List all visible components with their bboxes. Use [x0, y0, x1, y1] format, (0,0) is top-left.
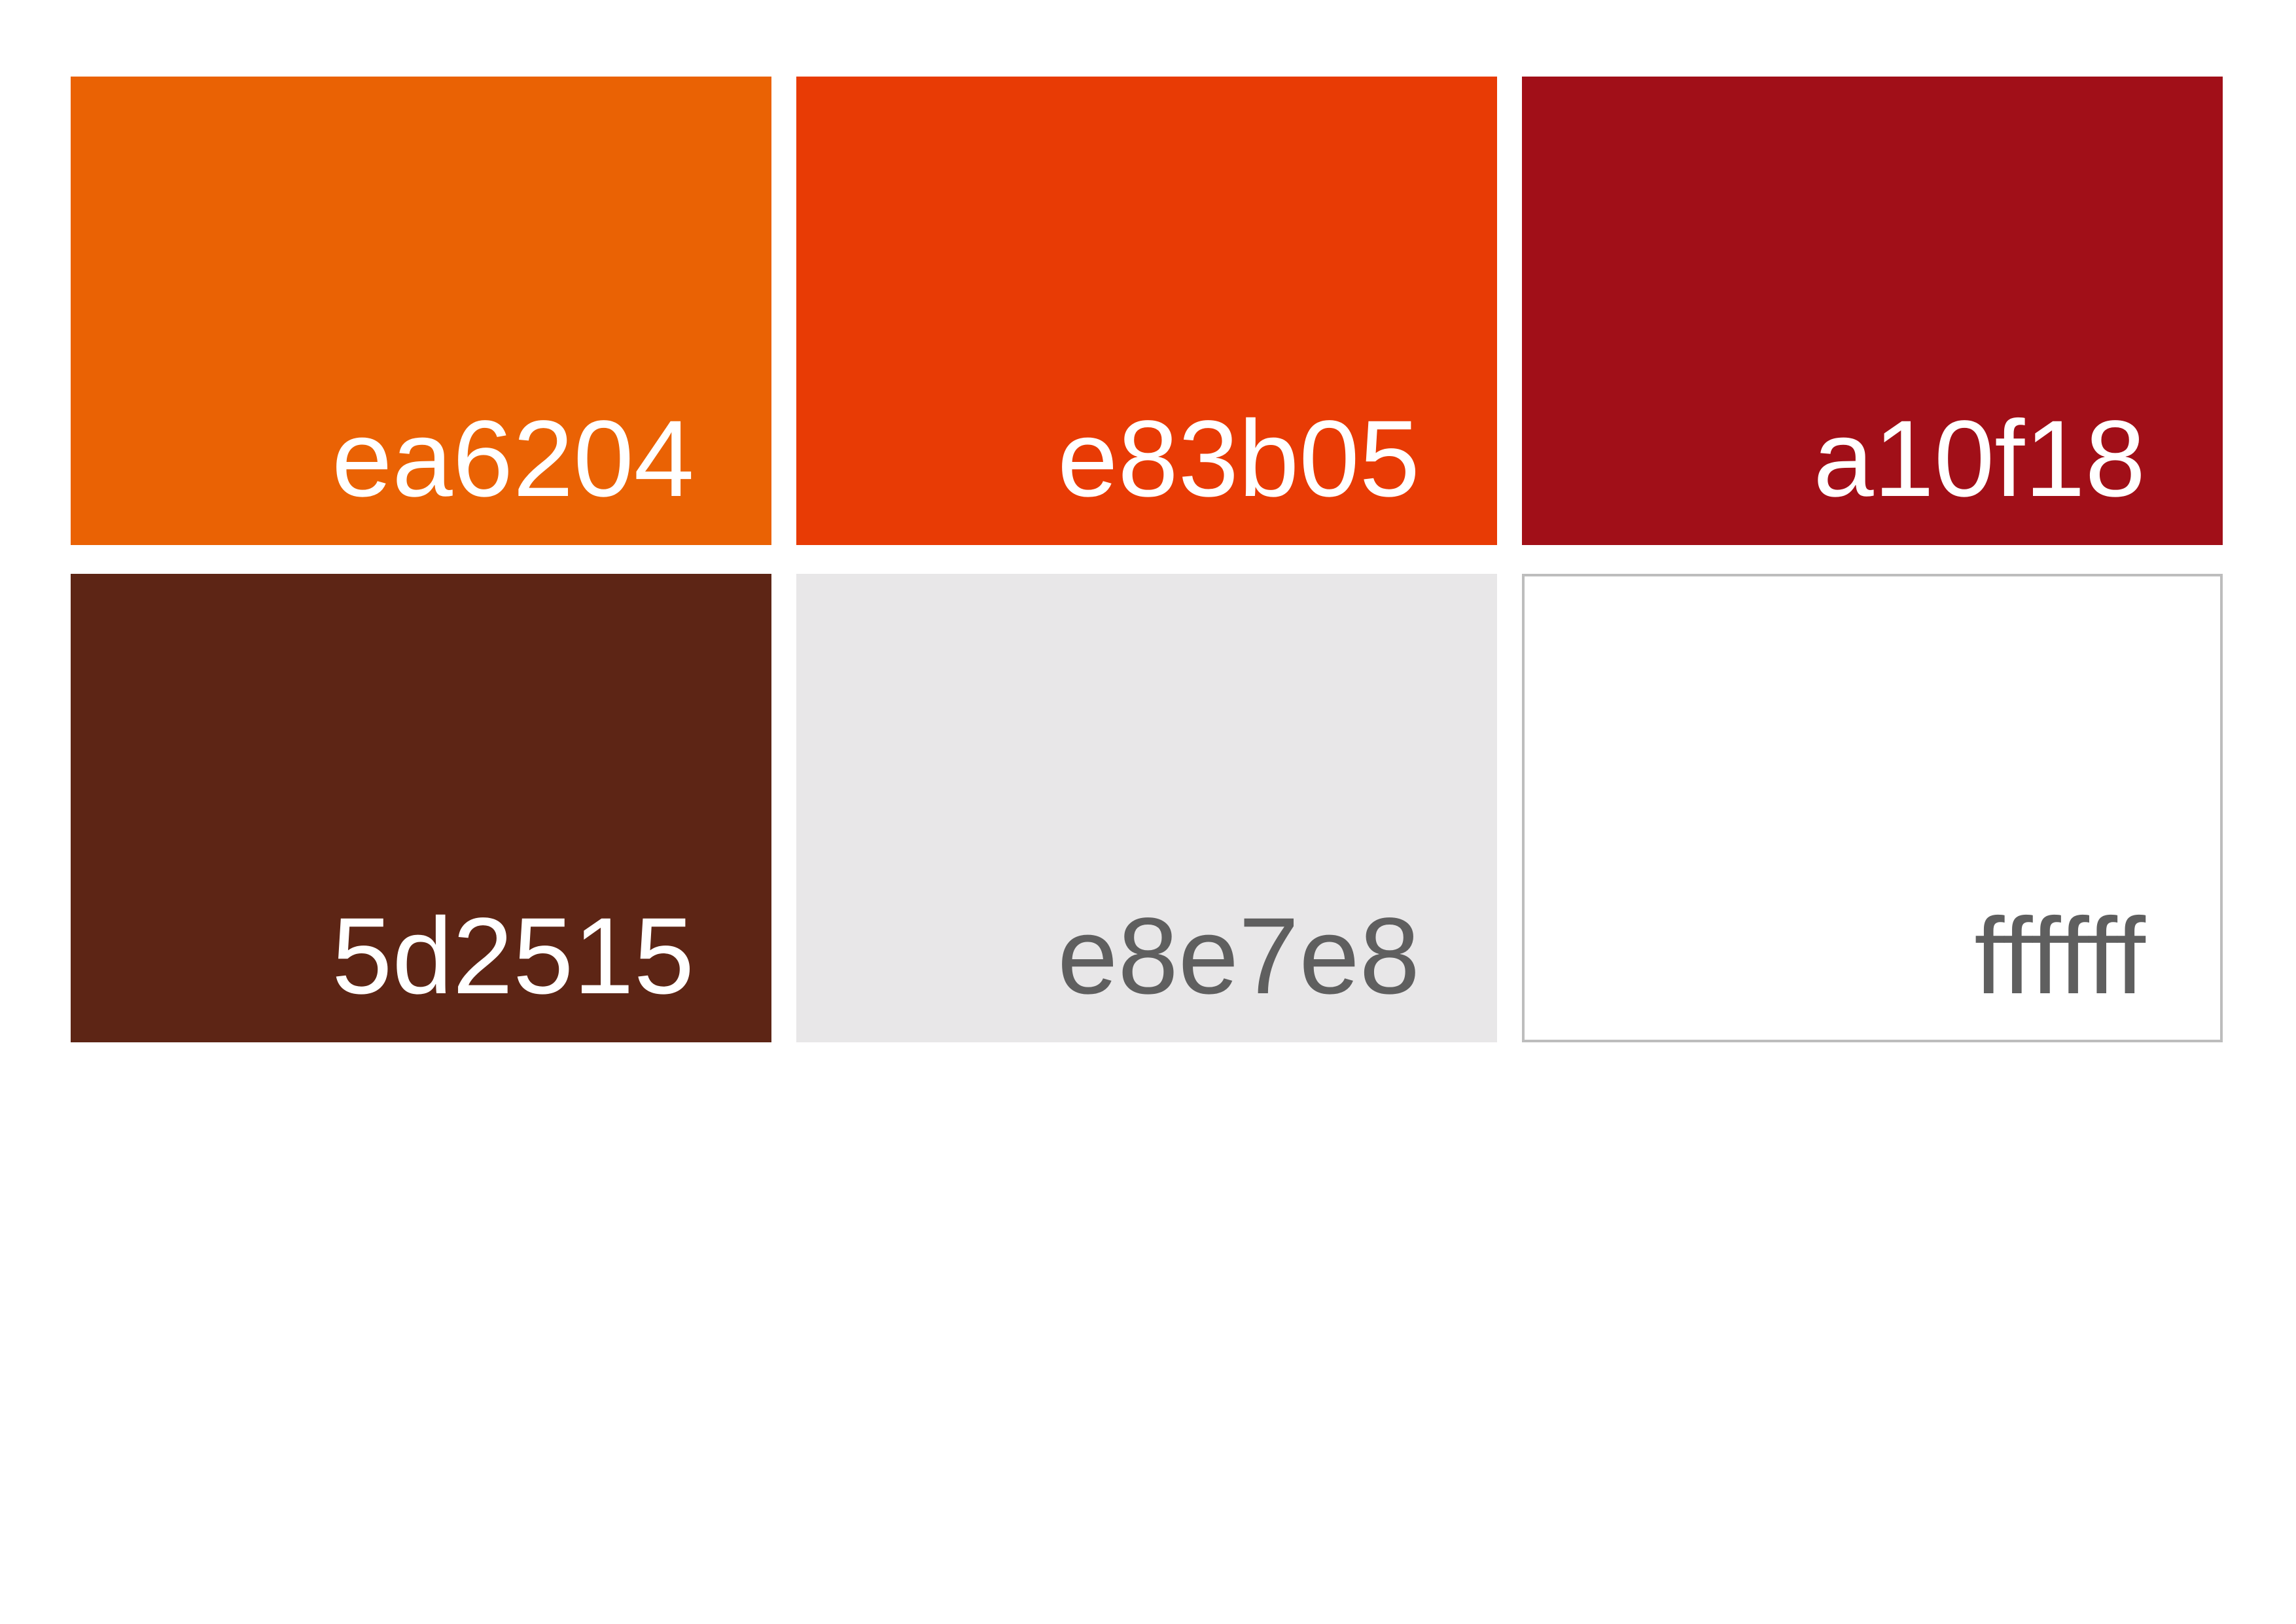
color-palette: ea6204 e83b05 a10f18 5d2515 e8e7e8 fffff…: [71, 77, 2223, 1042]
swatch-hex-label: ea6204: [332, 398, 694, 520]
swatch-hex-label: a10f18: [1813, 398, 2146, 520]
swatch-e8e7e8: e8e7e8: [796, 574, 1497, 1042]
swatch-hex-label: ffffff: [1974, 896, 2146, 1017]
swatch-5d2515: 5d2515: [71, 574, 771, 1042]
swatch-e83b05: e83b05: [796, 77, 1497, 545]
swatch-ea6204: ea6204: [71, 77, 771, 545]
swatch-hex-label: e8e7e8: [1057, 896, 1420, 1017]
swatch-hex-label: e83b05: [1057, 398, 1420, 520]
swatch-ffffff: ffffff: [1522, 574, 2223, 1042]
swatch-a10f18: a10f18: [1522, 77, 2223, 545]
swatch-hex-label: 5d2515: [332, 896, 694, 1017]
